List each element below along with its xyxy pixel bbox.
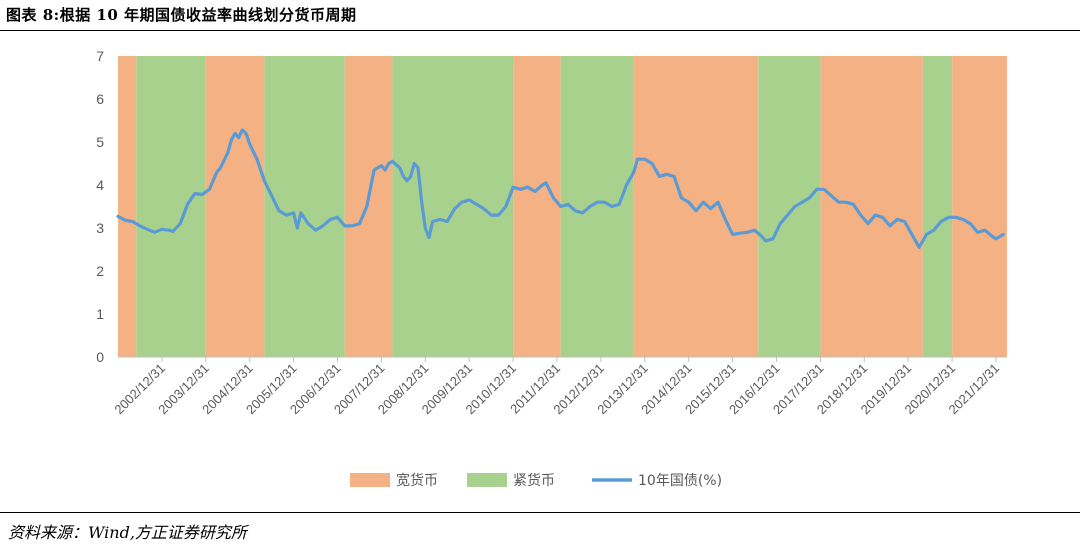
series-line-10y-yield xyxy=(116,128,1005,249)
y-tick-label: 7 xyxy=(96,48,104,64)
regime-band-tight-9 xyxy=(758,56,821,357)
legend-label: 宽货币 xyxy=(396,472,438,489)
source-rule xyxy=(0,512,1080,513)
y-tick-label: 5 xyxy=(96,134,104,150)
regime-band-loose-12 xyxy=(952,56,1007,357)
legend-item-tight: 紧货币 xyxy=(467,472,555,489)
title-rule xyxy=(0,30,1080,31)
legend-label: 紧货币 xyxy=(513,472,555,489)
regime-band-tight-1 xyxy=(136,56,206,357)
y-tick-label: 0 xyxy=(96,349,104,365)
legend-item-loose: 宽货币 xyxy=(350,472,438,489)
source-note: 资料来源：Wind,方正证券研究所 xyxy=(8,523,247,542)
legend: 宽货币 紧货币 10年国债(%) xyxy=(350,472,722,489)
regime-band-tight-11 xyxy=(922,56,953,357)
y-tick-label: 6 xyxy=(96,91,104,107)
regime-band-loose-4 xyxy=(344,56,393,357)
y-tick-label: 4 xyxy=(96,177,104,193)
regime-band-tight-5 xyxy=(392,56,514,357)
regime-band-loose-10 xyxy=(820,56,923,357)
y-tick-label: 3 xyxy=(96,220,104,236)
regime-band-loose-8 xyxy=(633,56,759,357)
legend-swatch xyxy=(467,473,507,487)
regime-band-loose-6 xyxy=(513,56,561,357)
regime-band-loose-2 xyxy=(205,56,265,357)
regime-bands xyxy=(118,56,1007,357)
legend-item-yield: 10年国债(%) xyxy=(592,473,722,489)
y-tick-label: 2 xyxy=(96,263,104,279)
legend-swatch xyxy=(350,473,390,487)
legend-label: 10年国债(%) xyxy=(638,473,722,489)
chart-title: 图表 8:根据 10 年期国债收益率曲线划分货币周期 xyxy=(6,6,357,24)
y-tick-label: 1 xyxy=(96,306,104,322)
yield-line-layer xyxy=(116,128,1005,249)
regime-band-loose-0 xyxy=(118,56,137,357)
